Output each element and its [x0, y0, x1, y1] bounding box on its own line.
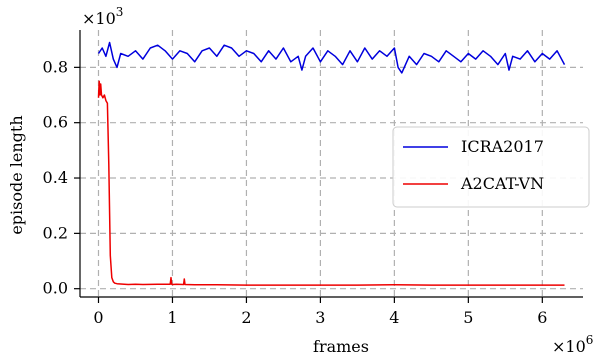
y-axis-multiplier: ×103	[82, 5, 123, 28]
y-axis-exponent: 3	[116, 5, 124, 19]
legend: ICRA2017 A2CAT-VN	[392, 126, 590, 208]
y-tick-label-2: 0.4	[43, 168, 68, 187]
x-tick-label-1: 1	[167, 308, 177, 327]
legend-label-a2cat-vn: A2CAT-VN	[460, 174, 544, 193]
tick-labels: 0 1 2 3 4 5 6 0.0 0.2 0.4 0.6 0.8	[43, 57, 548, 327]
y-tick-label-3: 0.6	[43, 113, 68, 132]
x-tick-label-3: 3	[315, 308, 325, 327]
y-tick-label-1: 0.2	[43, 223, 68, 242]
y-tick-label-4: 0.8	[43, 57, 68, 76]
x-axis-exponent: 6	[586, 333, 594, 347]
x-tick-label-0: 0	[93, 308, 103, 327]
y-tick-label-0: 0.0	[43, 279, 68, 298]
x-tick-label-2: 2	[241, 308, 251, 327]
series-line-icra2017	[97, 41, 566, 74]
y-axis-label: episode length	[7, 115, 26, 234]
legend-label-icra2017: ICRA2017	[461, 137, 544, 156]
series-lines	[97, 41, 566, 286]
x-axis-multiplier: ×106	[552, 333, 593, 356]
axes	[74, 30, 583, 303]
x-axis-label: frames	[313, 337, 369, 356]
x-tick-label-5: 5	[463, 308, 473, 327]
x-tick-label-6: 6	[537, 308, 547, 327]
series-line-a2cat-vn	[97, 80, 565, 286]
x-tick-label-4: 4	[389, 308, 399, 327]
